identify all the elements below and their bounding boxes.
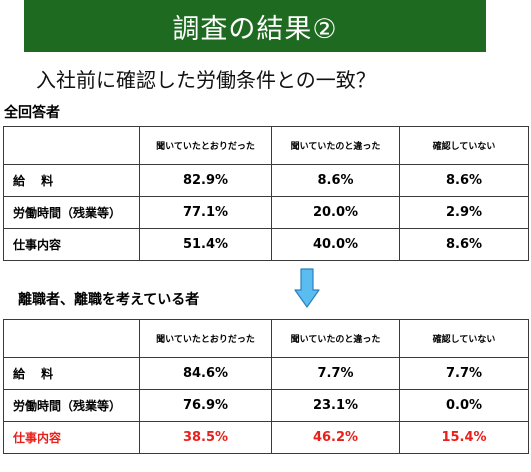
table-cell: 40.0% <box>271 228 400 261</box>
column-header: 聞いていたとおりだった <box>139 319 272 358</box>
table-header-row: 聞いていたとおりだった 聞いていたのと違った 確認していない <box>3 126 529 165</box>
row-label: 給 料 <box>3 357 140 390</box>
row-label: 労働時間（残業等） <box>3 196 140 229</box>
table-row: 給 料 84.6% 7.7% 7.7% <box>3 357 529 390</box>
table-cell: 8.6% <box>399 228 529 261</box>
page-title: 調査の結果② <box>172 13 338 45</box>
table-cell: 82.9% <box>139 164 272 197</box>
column-header: 聞いていたとおりだった <box>139 126 272 165</box>
table-cell: 8.6% <box>399 164 529 197</box>
table-header-row: 聞いていたとおりだった 聞いていたのと違った 確認していない <box>3 319 529 358</box>
column-header: 確認していない <box>399 319 529 358</box>
row-label: 労働時間（残業等） <box>3 389 140 422</box>
table-row: 仕事内容 51.4% 40.0% 8.6% <box>3 228 529 261</box>
table-cell: 20.0% <box>271 196 400 229</box>
header-empty-cell <box>3 126 140 165</box>
table-cell: 77.1% <box>139 196 272 229</box>
table-row: 労働時間（残業等） 76.9% 23.1% 0.0% <box>3 389 529 422</box>
down-arrow-icon <box>294 268 320 308</box>
table-cell: 7.7% <box>271 357 400 390</box>
column-header: 確認していない <box>399 126 529 165</box>
table-cell: 2.9% <box>399 196 529 229</box>
row-label: 仕事内容 <box>3 421 140 454</box>
table-cell: 0.0% <box>399 389 529 422</box>
table-row-highlighted: 仕事内容 38.5% 46.2% 15.4% <box>3 421 529 454</box>
column-header: 聞いていたのと違った <box>271 319 400 358</box>
title-banner: 調査の結果② <box>24 0 486 52</box>
table-row: 労働時間（残業等） 77.1% 20.0% 2.9% <box>3 196 529 229</box>
table-cell: 38.5% <box>139 421 272 454</box>
header-empty-cell <box>3 319 140 358</box>
table-cell: 76.9% <box>139 389 272 422</box>
table-row: 給 料 82.9% 8.6% 8.6% <box>3 164 529 197</box>
table-cell: 7.7% <box>399 357 529 390</box>
table-cell: 46.2% <box>271 421 400 454</box>
results-table-all-respondents: 聞いていたとおりだった 聞いていたのと違った 確認していない 給 料 82.9%… <box>3 126 529 261</box>
table-cell: 51.4% <box>139 228 272 261</box>
group-label-all-respondents: 全回答者 <box>4 105 60 121</box>
column-header: 聞いていたのと違った <box>271 126 400 165</box>
table-cell: 23.1% <box>271 389 400 422</box>
row-label: 仕事内容 <box>3 228 140 261</box>
row-label: 給 料 <box>3 164 140 197</box>
subtitle: 入社前に確認した労働条件との一致？ <box>36 68 376 92</box>
results-table-leavers: 聞いていたとおりだった 聞いていたのと違った 確認していない 給 料 84.6%… <box>3 319 529 454</box>
group-label-leavers: 離職者、離職を考えている者 <box>18 292 200 308</box>
table-cell: 84.6% <box>139 357 272 390</box>
table-cell: 15.4% <box>399 421 529 454</box>
table-cell: 8.6% <box>271 164 400 197</box>
